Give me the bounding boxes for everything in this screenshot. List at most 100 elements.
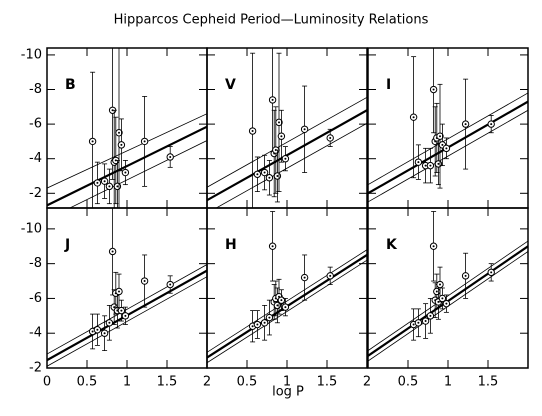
point-dot	[169, 283, 172, 286]
fit-line	[207, 109, 367, 202]
point-dot	[120, 143, 123, 146]
point-dot	[303, 276, 306, 279]
fit-line	[47, 125, 207, 207]
panel	[47, 208, 207, 367]
point-dot	[445, 302, 448, 305]
point-dot	[412, 323, 415, 326]
x-tick-label: 1	[123, 375, 131, 390]
point-dot	[263, 321, 266, 324]
point-dot	[417, 161, 420, 164]
scatter-line	[47, 276, 207, 367]
point-dot	[464, 123, 467, 126]
scatter-line	[68, 140, 207, 208]
point-dot	[91, 330, 94, 333]
scatter-line	[368, 92, 528, 185]
y-tick-label: -4	[29, 326, 42, 341]
point-dot	[108, 185, 111, 188]
panel	[368, 48, 528, 203]
point-dot	[268, 176, 271, 179]
x-tick-label: 1.5	[478, 375, 499, 390]
point-dot	[424, 164, 427, 167]
point-dot	[113, 306, 116, 309]
point-dot	[432, 245, 435, 248]
y-tick-label: -8	[29, 82, 42, 97]
panel-frame	[46, 207, 208, 369]
point-dot	[91, 140, 94, 143]
point-dot	[284, 157, 287, 160]
panel-frame	[367, 47, 529, 209]
x-tick-label: 1.5	[157, 375, 178, 390]
point-dot	[118, 131, 120, 134]
scatter-line	[215, 122, 367, 208]
point-dot	[111, 250, 114, 253]
point-dot	[120, 309, 123, 312]
point-dot	[169, 155, 172, 158]
y-tick-label: -6	[29, 291, 42, 306]
panel-frame	[206, 47, 368, 209]
point-dot	[441, 297, 444, 300]
point-dot	[251, 325, 254, 328]
point-dot	[276, 304, 279, 307]
panel-label: V	[225, 77, 236, 93]
panel-label: H	[225, 237, 237, 253]
x-tick-label: 2	[363, 375, 371, 390]
point-dot	[429, 314, 432, 317]
point-dot	[435, 290, 438, 293]
x-tick-label: 1	[444, 375, 452, 390]
panel	[207, 48, 367, 208]
point-dot	[439, 283, 441, 286]
scatter-line	[368, 109, 528, 203]
point-dot	[464, 274, 467, 277]
point-dot	[280, 135, 283, 138]
scatter-line	[368, 240, 528, 351]
x-tick-label: 2	[203, 375, 211, 390]
point-dot	[124, 314, 127, 317]
point-dot	[429, 164, 432, 167]
point-dot	[439, 135, 441, 138]
panel-label: K	[386, 237, 398, 253]
scatter-line	[207, 249, 367, 353]
point-dot	[417, 321, 420, 324]
point-dot	[278, 121, 280, 124]
point-dot	[437, 162, 440, 165]
point-dot	[412, 116, 415, 119]
panel	[207, 211, 367, 364]
point-dot	[96, 328, 99, 331]
point-dot	[256, 173, 259, 176]
point-dot	[490, 271, 493, 274]
point-dot	[143, 140, 146, 143]
x-tick-label: 1	[283, 375, 291, 390]
point-dot	[490, 123, 493, 126]
point-dot	[118, 290, 120, 293]
y-tick-label: -2	[29, 361, 42, 376]
x-tick-label: 0.5	[77, 375, 98, 390]
point-dot	[143, 280, 146, 283]
y-tick-label: -2	[29, 186, 42, 201]
x-tick-label: 0	[43, 375, 51, 390]
x-tick-label: 1.5	[317, 375, 338, 390]
scatter-line	[207, 96, 367, 188]
point-dot	[96, 181, 99, 184]
point-dot	[251, 130, 254, 133]
y-tick-label: -6	[29, 117, 42, 132]
panel-frame	[367, 207, 529, 369]
panel-frame	[46, 47, 208, 209]
point-dot	[445, 147, 448, 150]
point-dot	[263, 171, 266, 174]
chart-title: Hipparcos Cepheid Period—Luminosity Rela…	[114, 13, 429, 28]
point-dot	[256, 323, 259, 326]
scatter-line	[47, 113, 207, 189]
point-dot	[284, 306, 287, 309]
point-dot	[424, 320, 427, 323]
panel-label: J	[64, 237, 70, 253]
point-dot	[124, 171, 127, 174]
x-tick-label: 0.5	[398, 375, 419, 390]
y-tick-label: -10	[21, 47, 42, 62]
scatter-line	[47, 264, 207, 355]
x-tick-label: 0.5	[237, 375, 258, 390]
point-dot	[103, 180, 106, 183]
panel	[47, 48, 207, 208]
x-axis-label: log P	[272, 385, 304, 400]
point-dot	[432, 88, 435, 91]
